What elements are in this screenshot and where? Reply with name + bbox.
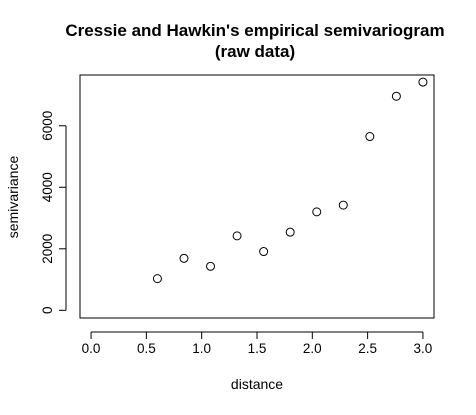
data-point <box>152 274 162 284</box>
y-axis: 0 2000 4000 6000 <box>40 111 67 315</box>
x-tick-label: 1.5 <box>248 341 267 356</box>
data-point <box>312 207 322 217</box>
chart-subtitle: (raw data) <box>215 42 295 61</box>
data-point <box>418 77 428 87</box>
data-point <box>365 132 375 142</box>
plot-frame <box>79 74 435 319</box>
x-tick-label: 0.5 <box>137 341 156 356</box>
x-tick-label: 2.0 <box>303 341 322 356</box>
y-tick-label: 2000 <box>40 234 55 264</box>
y-tick-label: 6000 <box>40 111 55 141</box>
x-tick-label: 0.0 <box>82 341 101 356</box>
x-axis: 0.0 0.5 1.0 1.5 2.0 2.5 3.0 <box>82 331 433 356</box>
data-point <box>206 261 216 271</box>
data-point <box>391 91 401 101</box>
x-tick-label: 2.5 <box>358 341 377 356</box>
x-axis-label: distance <box>231 376 283 392</box>
data-point <box>285 227 295 237</box>
data-point <box>259 247 269 257</box>
data-point <box>179 253 189 263</box>
chart-title: Cressie and Hawkin's empirical semivario… <box>65 21 444 40</box>
x-tick-label: 1.0 <box>192 341 211 356</box>
data-point <box>338 200 348 210</box>
y-tick-label: 0 <box>40 307 55 315</box>
y-tick-label: 4000 <box>40 172 55 202</box>
data-point <box>232 231 242 241</box>
data-points <box>152 77 428 284</box>
y-axis-label: semivariance <box>5 156 21 239</box>
x-tick-label: 3.0 <box>414 341 433 356</box>
